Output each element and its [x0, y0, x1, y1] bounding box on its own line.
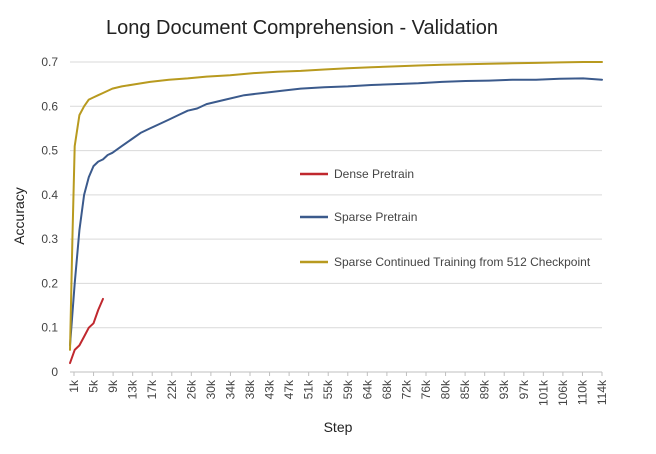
legend-label-0: Dense Pretrain	[334, 167, 414, 181]
series-line-2	[69, 61, 603, 351]
x-tick-label: 43k	[263, 379, 277, 399]
x-tick-label: 5k	[87, 379, 101, 393]
x-tick-label: 97k	[517, 379, 531, 399]
x-tick-label: 72k	[399, 379, 413, 399]
chart-title: Long Document Comprehension - Validation	[106, 17, 498, 39]
x-tick-label: 89k	[478, 379, 492, 399]
x-tick-label: 85k	[458, 379, 472, 399]
x-tick-label: 1k	[67, 379, 81, 393]
series-line-1	[69, 77, 603, 347]
x-axis-title: Step	[324, 419, 353, 435]
y-tick-label: 0.6	[41, 99, 58, 113]
x-tick-label: 38k	[243, 379, 257, 399]
legend-label-2: Sparse Continued Training from 512 Check…	[334, 255, 591, 269]
x-tick-label: 13k	[126, 379, 140, 399]
series-lines	[69, 61, 603, 365]
y-tick-label: 0	[51, 365, 58, 379]
x-tick-label: 34k	[223, 379, 237, 399]
y-tick-label: 0.7	[41, 55, 58, 69]
y-tick-label: 0.5	[41, 144, 58, 158]
grid	[70, 61, 602, 329]
x-tick-label: 64k	[360, 379, 374, 399]
axes: 0 0.1 0.2 0.3 0.4 0.5 0.6 0.7 1k 5k 9k 13k 17k 22k 26k…	[41, 55, 609, 406]
x-tick-label: 26k	[184, 379, 198, 399]
y-tick-label: 0.1	[41, 321, 58, 335]
x-tick-label: 51k	[302, 379, 316, 399]
x-tick-label: 93k	[497, 379, 511, 399]
x-tick-label: 68k	[380, 379, 394, 399]
x-tick-label: 22k	[165, 379, 179, 399]
x-tick-label: 55k	[321, 379, 335, 399]
x-tick-label: 30k	[204, 379, 218, 399]
x-tick-label: 106k	[556, 379, 570, 406]
x-tick-label: 114k	[595, 379, 609, 405]
x-tick-label: 101k	[536, 379, 550, 406]
series-line-0	[69, 297, 104, 365]
x-tick-label: 17k	[145, 379, 159, 399]
x-tick-label: 59k	[341, 379, 355, 399]
y-tick-label: 0.2	[41, 276, 58, 290]
x-tick-label: 47k	[282, 379, 296, 399]
legend: Dense Pretrain Sparse Pretrain Sparse Cont…	[300, 167, 591, 269]
y-tick-label: 0.3	[41, 232, 58, 246]
x-tick-label: 80k	[439, 379, 453, 399]
x-tick-label: 76k	[419, 379, 433, 399]
y-axis-title: Accuracy	[11, 187, 27, 245]
legend-label-1: Sparse Pretrain	[334, 210, 417, 224]
x-tick-label: 110k	[575, 379, 589, 405]
y-tick-label: 0.4	[41, 188, 58, 202]
x-tick-label: 9k	[106, 379, 120, 393]
